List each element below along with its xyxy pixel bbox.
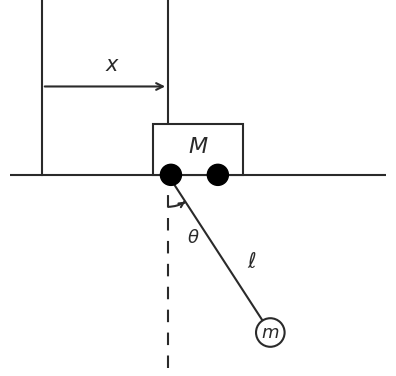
Text: $\ell$: $\ell$	[247, 252, 257, 272]
Circle shape	[208, 164, 228, 185]
Text: $\theta$: $\theta$	[187, 229, 199, 247]
Text: $M$: $M$	[188, 137, 208, 157]
Circle shape	[160, 164, 181, 185]
Text: $x$: $x$	[105, 55, 120, 75]
Circle shape	[256, 318, 285, 347]
FancyBboxPatch shape	[153, 124, 243, 175]
Text: $m$: $m$	[261, 323, 280, 341]
